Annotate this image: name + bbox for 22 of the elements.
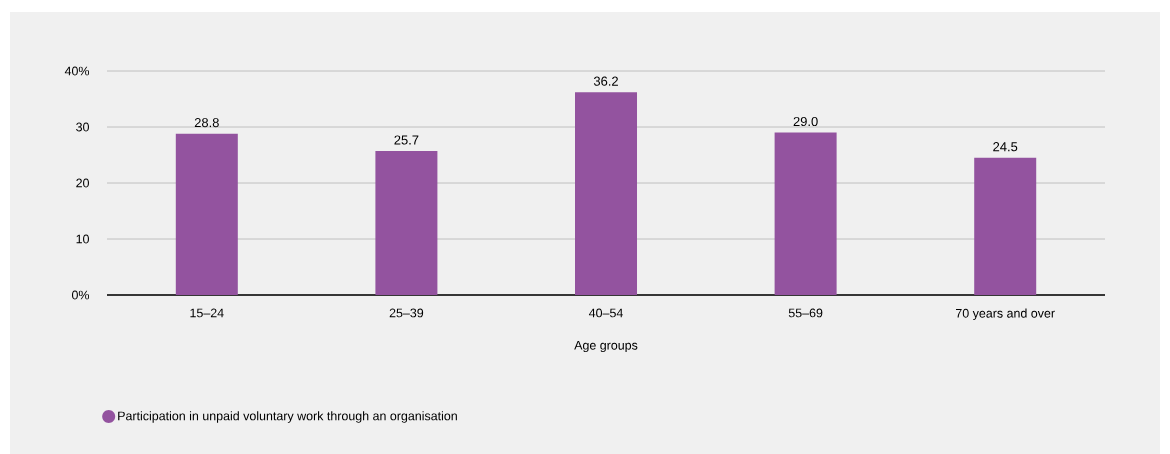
x-axis-title: Age groups — [574, 340, 638, 353]
data-label: 24.5 — [993, 142, 1018, 152]
x-tick-label: 25–39 — [389, 308, 424, 318]
y-tick-label: 20 — [76, 178, 89, 188]
bar — [774, 132, 837, 295]
y-tick-label: 0% — [71, 290, 90, 300]
y-tick-label: 30 — [76, 122, 89, 132]
data-label: 36.2 — [593, 76, 618, 86]
legend-label: Participation in unpaid voluntary work through an organisation — [118, 411, 457, 423]
data-label: 25.7 — [394, 135, 419, 145]
bar — [575, 92, 638, 295]
y-tick-label: 10 — [76, 234, 89, 244]
bar — [375, 151, 438, 295]
bar — [175, 133, 238, 295]
x-tick-label: 15–24 — [190, 308, 224, 318]
x-tick-label: 70 years and over — [956, 308, 1055, 321]
x-tick-label: 55–69 — [788, 308, 823, 318]
y-tick-label: 40% — [64, 66, 90, 76]
bar — [974, 157, 1037, 295]
x-tick-label: 40–54 — [588, 308, 623, 318]
data-label: 28.8 — [194, 118, 219, 128]
data-label: 29.0 — [793, 116, 818, 127]
